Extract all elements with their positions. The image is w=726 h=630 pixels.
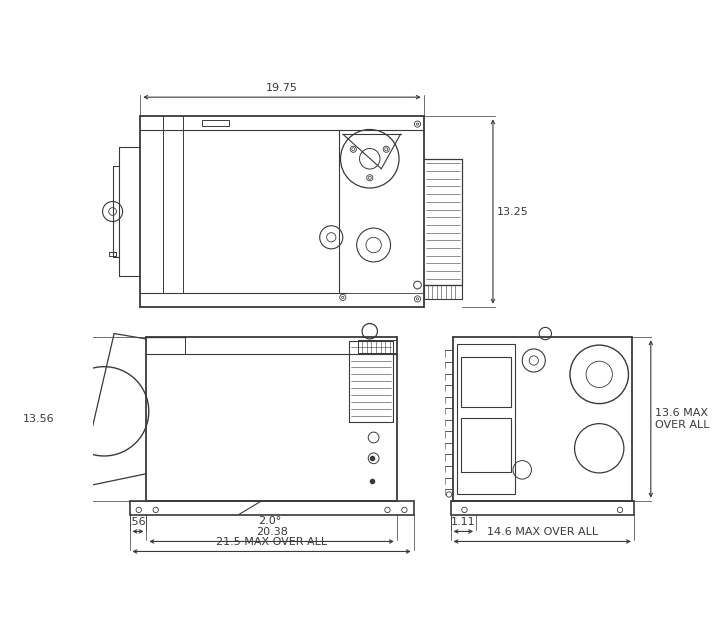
Text: 2.0°: 2.0°: [258, 516, 282, 525]
Bar: [202, 120, 229, 127]
Bar: [460, 418, 510, 472]
Text: 14.6 MAX OVER ALL: 14.6 MAX OVER ALL: [486, 527, 597, 537]
Text: 13.25: 13.25: [497, 207, 529, 217]
Bar: [457, 343, 515, 495]
Bar: [460, 357, 510, 407]
Text: 13.6 MAX
OVER ALL: 13.6 MAX OVER ALL: [655, 408, 709, 430]
Text: 20.38: 20.38: [256, 527, 287, 537]
Text: .56: .56: [129, 517, 147, 527]
Text: 21.5 MAX OVER ALL: 21.5 MAX OVER ALL: [216, 537, 327, 547]
Text: 1.11: 1.11: [451, 517, 476, 527]
Text: 13.56: 13.56: [23, 414, 54, 424]
Text: 19.75: 19.75: [266, 83, 298, 93]
